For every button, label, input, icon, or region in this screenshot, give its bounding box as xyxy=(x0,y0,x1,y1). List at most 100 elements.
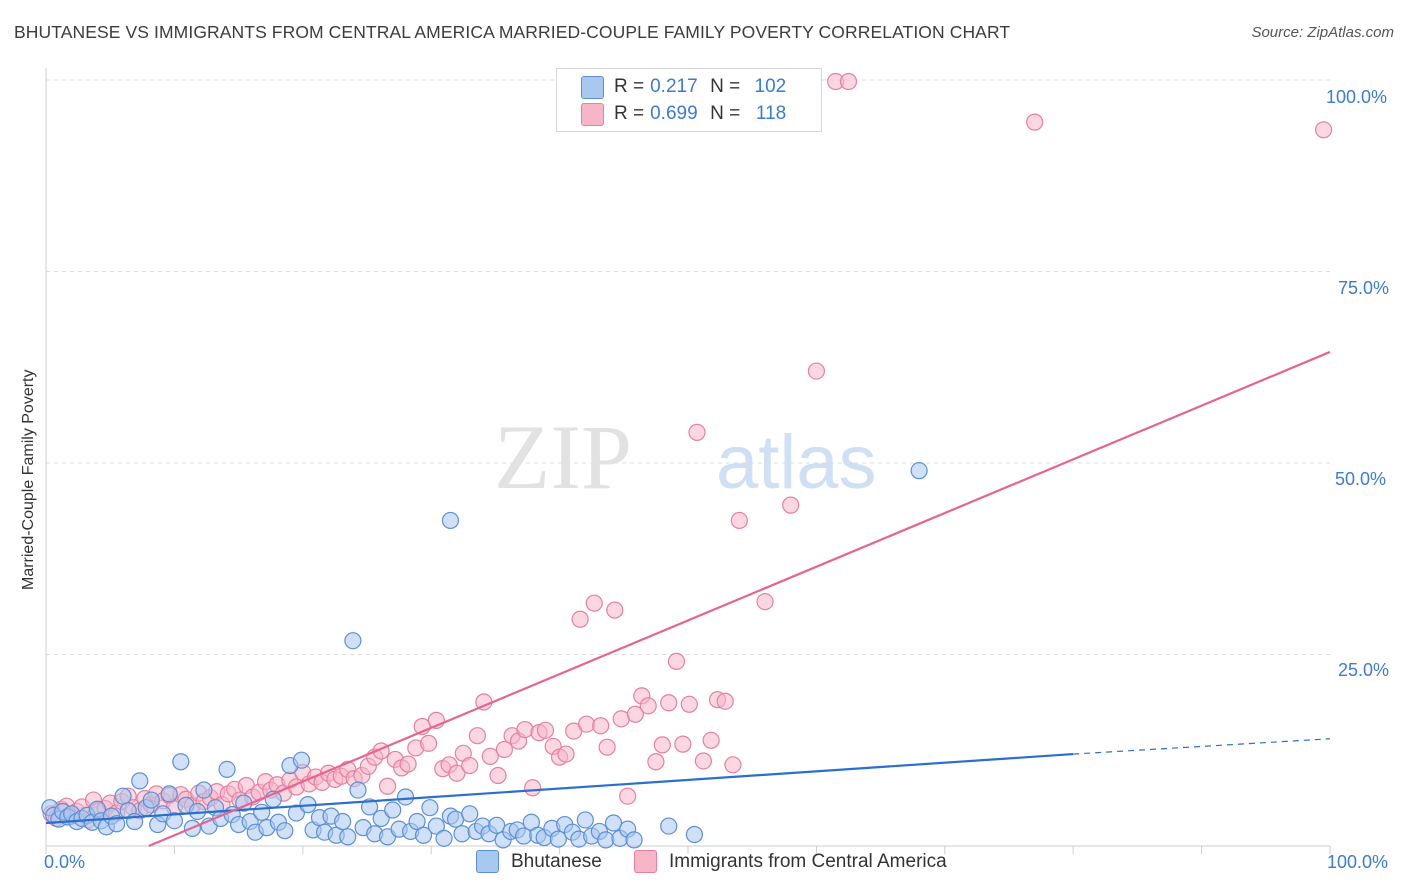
data-point xyxy=(702,731,720,749)
data-point xyxy=(680,695,698,713)
y-tick-label: 25.0% xyxy=(1338,660,1390,680)
stats-legend-row-pink: R = 0.699 N = 118 xyxy=(581,101,786,127)
data-point xyxy=(360,798,379,816)
data-point xyxy=(421,799,439,817)
blue-swatch xyxy=(476,850,499,873)
r-label: R = xyxy=(614,76,645,97)
watermark-zip: ZIP xyxy=(494,406,632,508)
data-point xyxy=(427,817,445,835)
data-point xyxy=(516,720,534,739)
data-point xyxy=(839,72,858,91)
data-point xyxy=(481,747,499,765)
r-value-blue: 0.217 xyxy=(650,76,698,97)
data-point xyxy=(339,828,357,846)
data-point xyxy=(910,462,928,480)
data-point xyxy=(287,804,305,822)
data-point xyxy=(420,734,438,752)
y-tick-label: 50.0% xyxy=(1335,469,1387,489)
data-point xyxy=(489,766,507,785)
data-point xyxy=(653,736,671,754)
n-label: N = xyxy=(710,103,741,124)
data-point xyxy=(408,812,426,831)
data-point xyxy=(344,632,362,650)
stats-legend: R = 0.217 N = 102 R = 0.699 N = 118 xyxy=(556,68,822,132)
legend-label: Bhutanese xyxy=(511,850,602,872)
n-label: N = xyxy=(710,76,741,97)
data-point xyxy=(557,745,575,763)
data-point xyxy=(592,717,610,735)
data-point xyxy=(378,777,397,795)
data-point xyxy=(114,787,132,805)
legend-label: Immigrants from Central America xyxy=(669,850,947,872)
x-tick-label: 100.0% xyxy=(1327,852,1389,872)
data-point xyxy=(571,610,589,628)
data-point xyxy=(172,753,190,771)
data-point xyxy=(685,825,704,844)
data-point xyxy=(647,753,665,771)
data-point xyxy=(384,801,402,819)
data-point xyxy=(585,594,603,612)
data-point xyxy=(716,692,734,710)
data-point xyxy=(461,805,479,823)
data-point xyxy=(142,791,160,809)
axes xyxy=(45,68,1331,854)
data-point xyxy=(625,831,643,849)
chart-source: Source: ZipAtlas.com xyxy=(1251,24,1394,41)
data-point xyxy=(396,788,415,806)
data-point xyxy=(1314,121,1333,139)
data-point xyxy=(108,815,126,833)
data-point xyxy=(160,785,178,803)
data-point xyxy=(524,779,542,797)
data-point xyxy=(626,705,644,723)
legend-item-immigrants-central-america[interactable]: Immigrants from Central America xyxy=(634,850,947,873)
grid-lines xyxy=(46,79,1330,655)
data-point xyxy=(131,772,149,790)
data-point xyxy=(448,764,466,782)
legend-item-bhutanese[interactable]: Bhutanese xyxy=(476,850,602,873)
data-point xyxy=(495,740,513,759)
data-point xyxy=(667,652,686,670)
n-value-blue: 102 xyxy=(754,76,787,97)
data-point xyxy=(414,826,433,844)
data-point xyxy=(218,760,236,779)
watermark: ZIP atlas xyxy=(494,406,877,508)
pink-swatch xyxy=(634,850,657,873)
series-blue-points xyxy=(41,462,928,849)
data-point xyxy=(807,362,826,380)
data-point xyxy=(488,816,506,834)
series-pink-points xyxy=(42,71,1333,829)
watermark-atlas: atlas xyxy=(716,420,877,505)
trend-line-blue xyxy=(45,752,1074,825)
data-point xyxy=(195,781,213,799)
data-point xyxy=(660,694,678,712)
data-point xyxy=(435,829,453,847)
data-point xyxy=(1026,113,1044,131)
r-value-pink: 0.699 xyxy=(650,103,698,124)
stats-legend-row-blue: R = 0.217 N = 102 xyxy=(581,74,786,100)
data-point xyxy=(597,831,615,849)
data-point xyxy=(441,511,460,530)
data-point xyxy=(576,811,594,829)
data-point xyxy=(756,593,774,611)
data-point xyxy=(688,423,706,441)
y-tick-label: 75.0% xyxy=(1338,278,1390,298)
trend-line-blue-extension xyxy=(1073,738,1331,755)
data-point xyxy=(453,825,471,843)
n-value-pink: 118 xyxy=(755,103,787,124)
data-point xyxy=(549,830,567,848)
pink-swatch xyxy=(581,102,604,126)
data-point xyxy=(598,738,616,756)
r-label: R = xyxy=(614,103,645,124)
data-point xyxy=(253,803,271,821)
data-point xyxy=(730,511,748,530)
x-tick-label: 0.0% xyxy=(44,852,86,872)
data-point xyxy=(619,787,637,805)
data-point xyxy=(577,715,596,733)
data-point xyxy=(165,812,183,830)
y-tick-label: 100.0% xyxy=(1326,87,1388,107)
blue-swatch xyxy=(581,75,604,99)
data-point xyxy=(724,756,742,774)
trend-line-pink xyxy=(148,350,1331,848)
data-point xyxy=(399,755,417,773)
